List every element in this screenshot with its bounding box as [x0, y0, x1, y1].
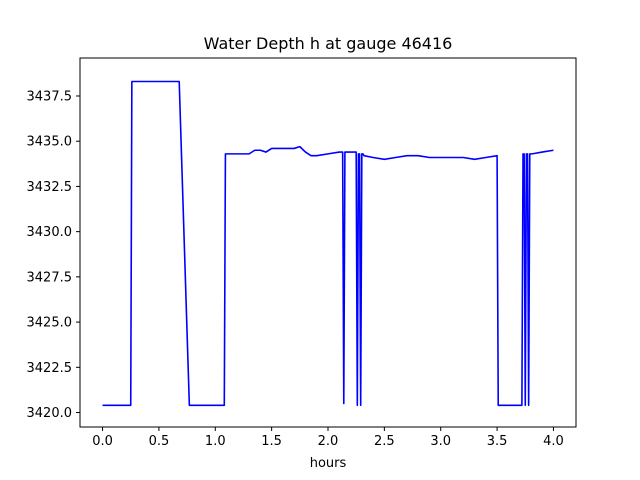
y-tick-label: 3427.5	[27, 270, 73, 285]
chart-title: Water Depth h at gauge 46416	[204, 34, 453, 53]
x-tick-label: 2.0	[318, 434, 339, 449]
x-tick-label: 1.0	[205, 434, 226, 449]
y-tick-label: 3430.0	[27, 225, 73, 240]
x-tick-label: 4.0	[543, 434, 564, 449]
x-tick-label: 1.5	[261, 434, 282, 449]
series-layer	[102, 80, 554, 407]
y-tick-label: 3432.5	[27, 180, 73, 195]
x-axis: 0.0 0.5 1.0 1.5 2.0 2.5 3.0 3.5 4.0	[92, 427, 564, 449]
y-axis: 3420.0 3422.5 3425.0 3427.5 3430.0 3432.5 3435…	[27, 89, 80, 421]
series-line-0	[102, 80, 554, 407]
x-tick-label: 3.5	[487, 434, 508, 449]
x-axis-label: hours	[310, 456, 347, 471]
y-tick-label: 3420.0	[27, 406, 73, 421]
y-tick-label: 3422.5	[27, 361, 73, 376]
y-tick-label: 3437.5	[27, 89, 73, 104]
y-tick-label: 3435.0	[27, 135, 73, 150]
x-tick-label: 0.5	[149, 434, 170, 449]
x-tick-label: 0.0	[92, 434, 113, 449]
x-tick-label: 2.5	[374, 434, 395, 449]
x-tick-label: 3.0	[430, 434, 451, 449]
y-tick-label: 3425.0	[27, 316, 73, 331]
